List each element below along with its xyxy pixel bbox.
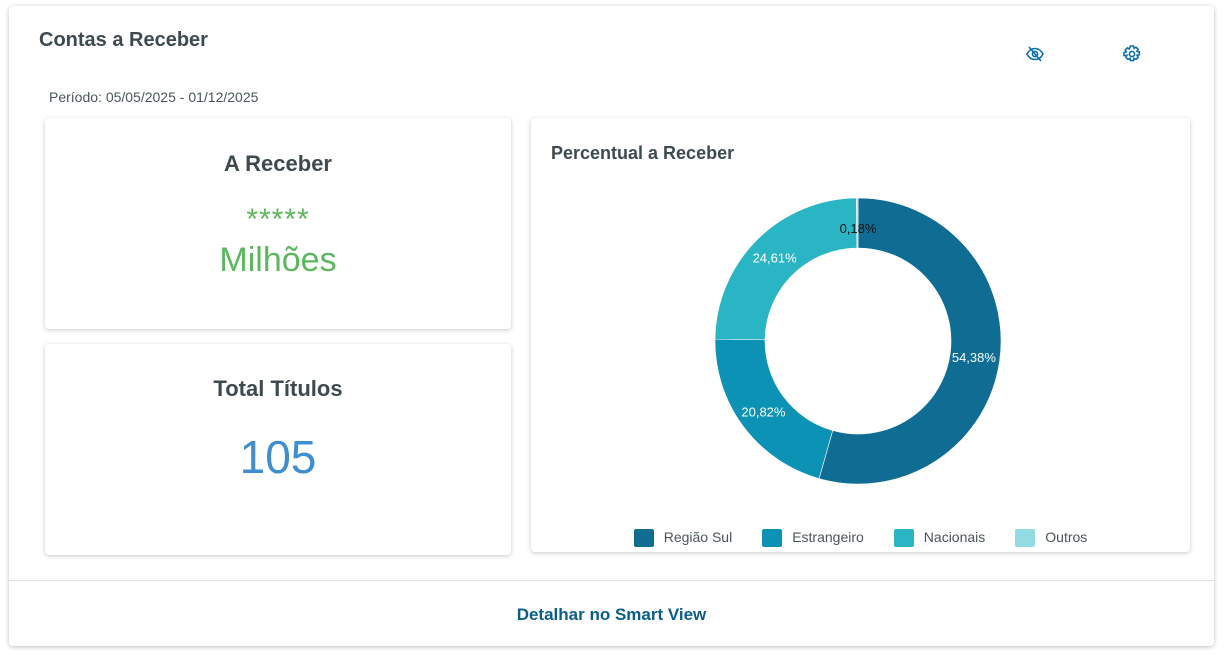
legend-item[interactable]: Estrangeiro [762, 529, 864, 548]
legend-item[interactable]: Região Sul [633, 529, 733, 548]
period-label: Período: 05/05/2025 - 01/12/2025 [49, 89, 259, 105]
a-receber-card: A Receber ***** Milhões [45, 118, 511, 329]
legend-label: Região Sul [663, 529, 733, 545]
total-titulos-card: Total Títulos 105 [45, 344, 511, 555]
legend-label: Outros [1045, 529, 1088, 545]
chart-title: Percentual a Receber [551, 143, 735, 163]
legend-swatch [633, 529, 654, 548]
a-receber-title: A Receber [223, 151, 332, 176]
legend-label: Nacionais [923, 529, 986, 545]
slice-outros[interactable] [856, 197, 859, 249]
legend-swatch [1015, 529, 1036, 548]
contas-a-receber-widget: Contas a Receber Período: 05/05/2025 - 0… [9, 6, 1214, 646]
masked-value: ***** [246, 203, 310, 236]
slice-nacionais[interactable] [714, 197, 858, 341]
data-label: 0,18% [840, 221, 877, 236]
widget-title: Contas a Receber [39, 29, 208, 51]
data-label: 24,61% [753, 250, 798, 265]
data-label: 20,82% [741, 405, 786, 420]
chart-legend: Região Sul Estrangeiro Nacionais Outros [531, 529, 1190, 548]
slice-região-sul[interactable] [818, 197, 1002, 485]
percentual-card: Percentual a Receber 54,38% 20,82% 24,61% 0… [531, 118, 1190, 552]
legend-label: Estrangeiro [792, 529, 864, 545]
total-titulos-title: Total Títulos [213, 376, 343, 401]
legend-item[interactable]: Nacionais [893, 529, 986, 548]
smart-view-link[interactable]: Detalhar no Smart View [516, 605, 707, 624]
footer: Detalhar no Smart View [9, 580, 1214, 647]
legend-swatch [893, 529, 914, 548]
gear-icon[interactable] [1122, 44, 1142, 64]
legend-item[interactable]: Outros [1015, 529, 1088, 548]
data-label: 54,38% [952, 350, 997, 365]
legend-swatch [762, 529, 783, 548]
donut-chart: 54,38% 20,82% 24,61% 0,18% [714, 197, 1002, 485]
eye-off-icon[interactable] [1025, 44, 1045, 64]
total-titulos-value: 105 [239, 431, 317, 483]
unit-label: Milhões [219, 241, 337, 279]
